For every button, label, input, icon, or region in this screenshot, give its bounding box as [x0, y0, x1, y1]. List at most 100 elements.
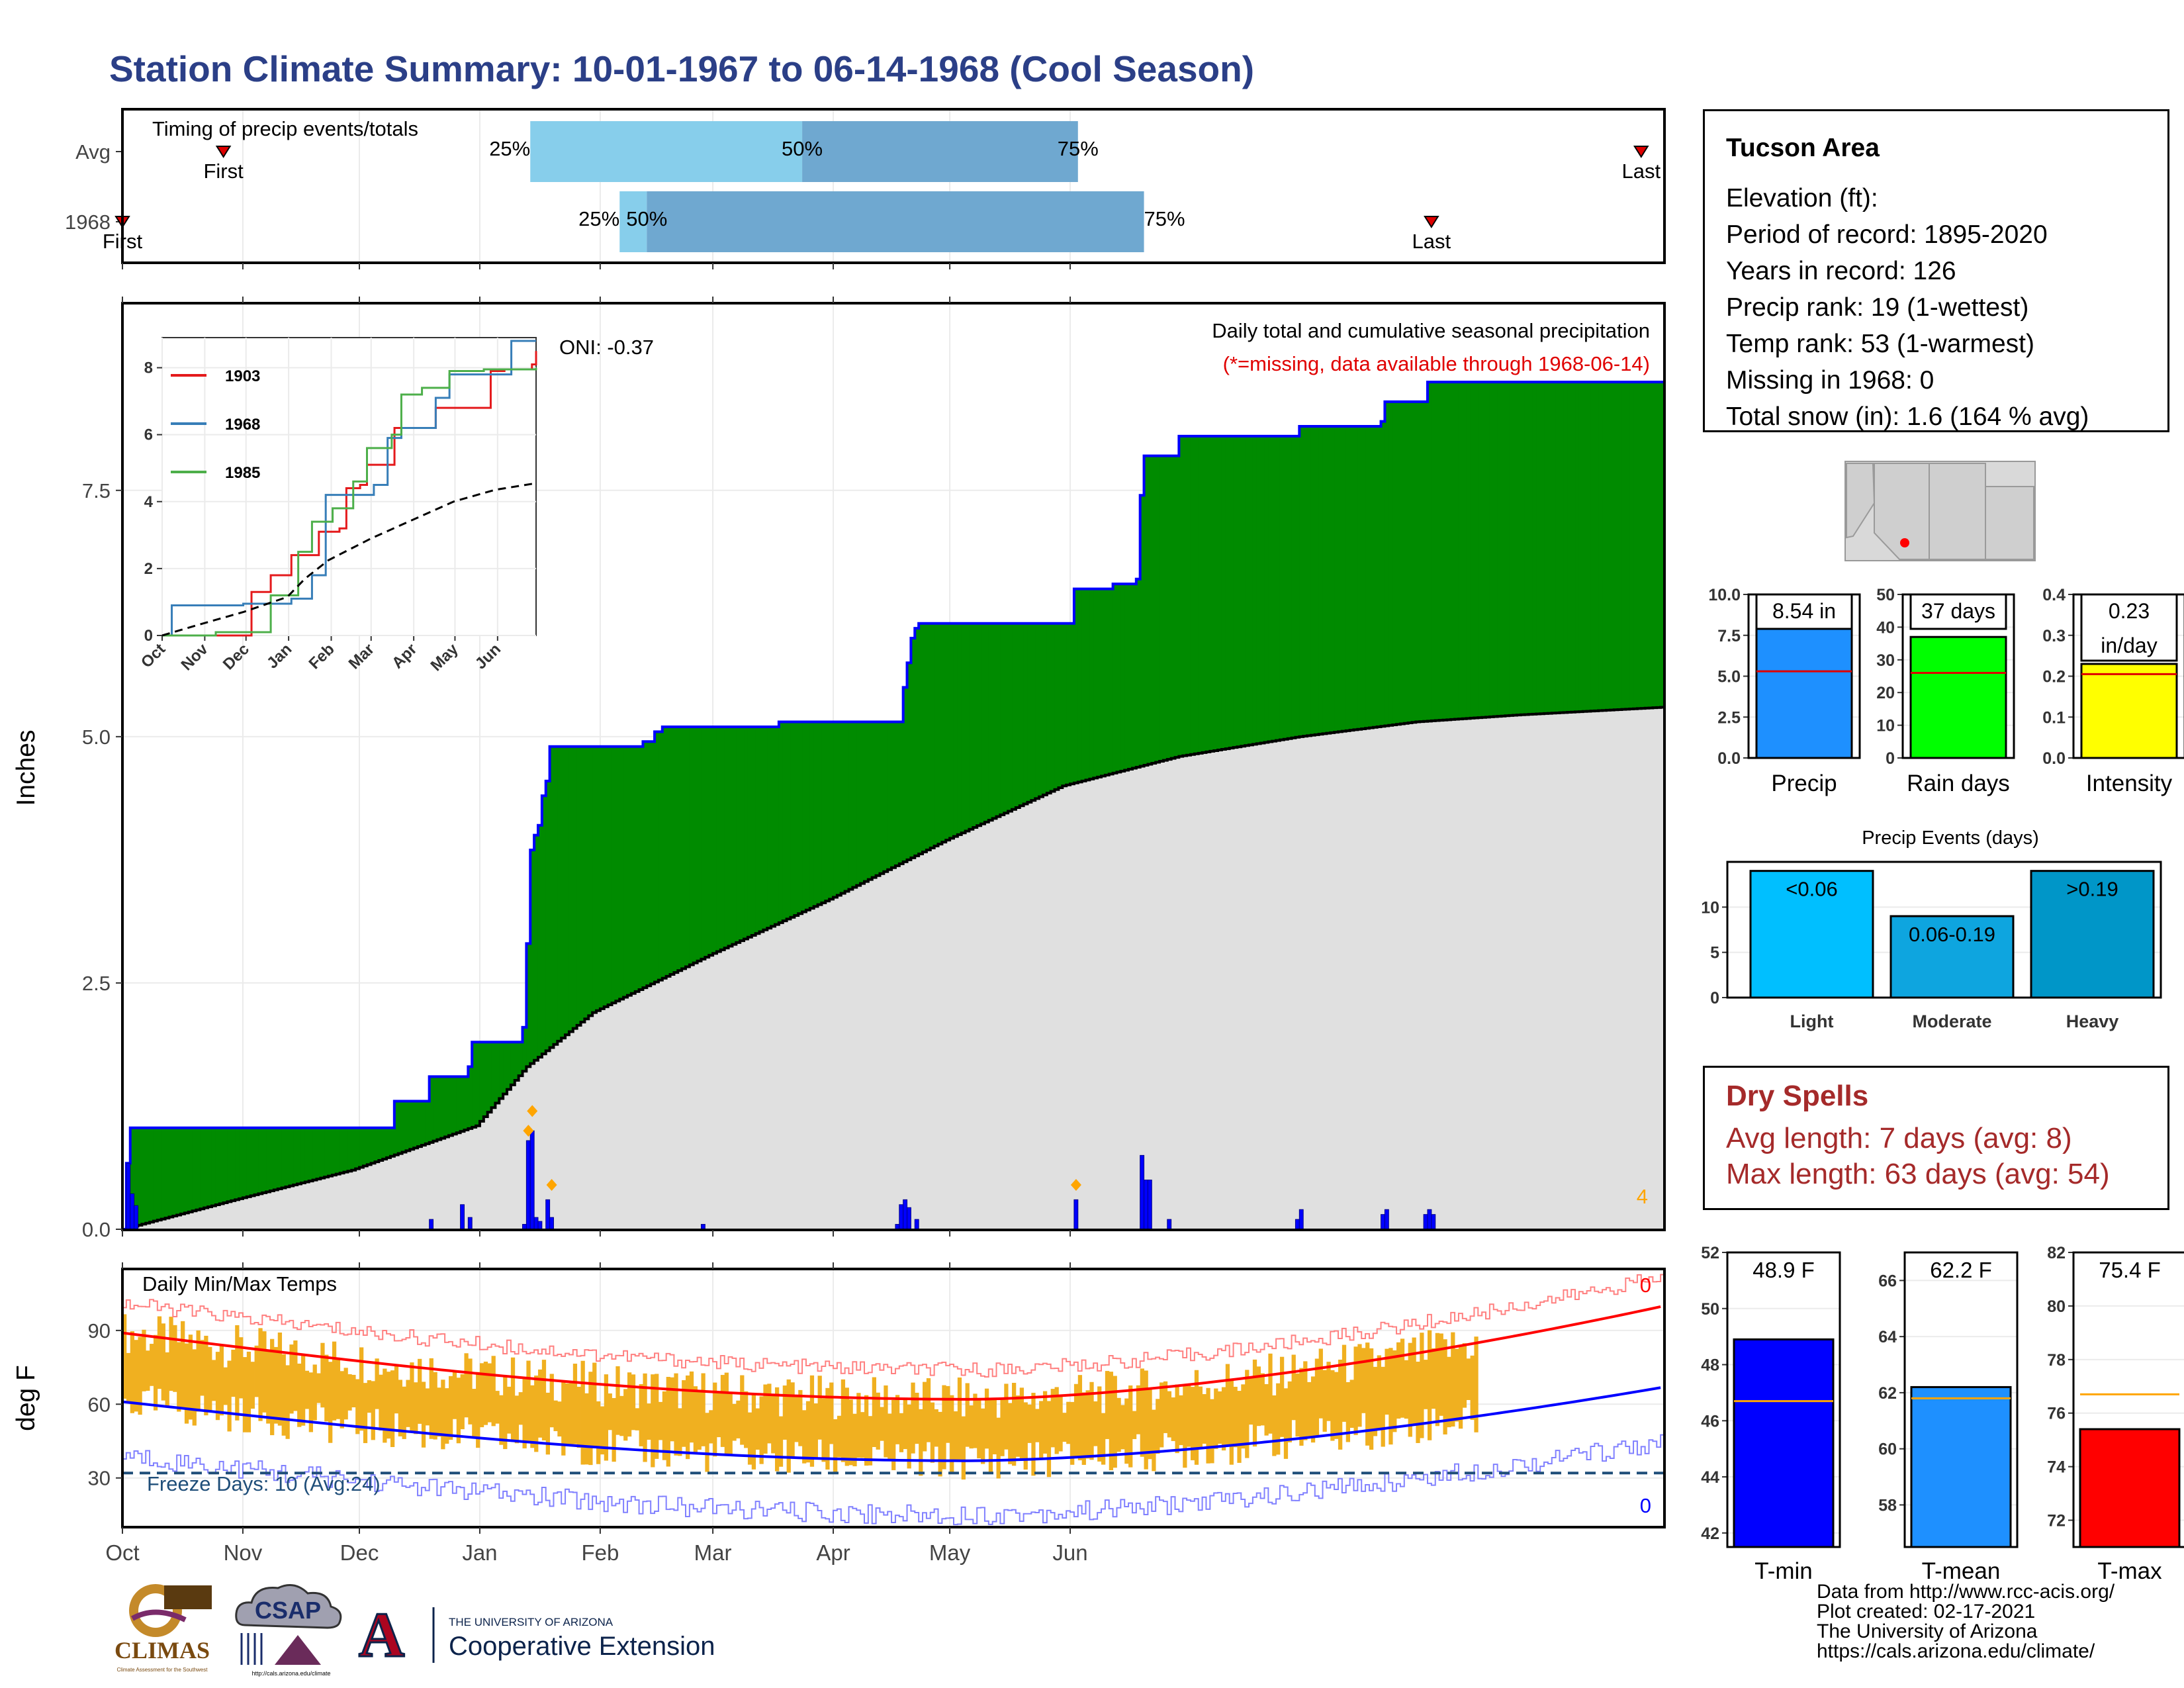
temp-bar-266	[1152, 1409, 1156, 1472]
events-category-1: Moderate	[1912, 1011, 1991, 1031]
temp-bar-6	[142, 1329, 146, 1391]
dry-spells-box: Dry Spells Avg length: 7 days (avg: 8) M…	[1703, 1066, 2169, 1210]
dry-spells-title: Dry Spells	[1726, 1080, 1869, 1112]
precip-diff-13	[169, 1127, 173, 1217]
precip-diff-378	[1586, 382, 1592, 712]
precip-diff-172	[786, 722, 792, 919]
temp-bar-17	[184, 1343, 189, 1424]
precip-diff-35	[254, 1127, 259, 1195]
inset-ytick-label-4: 8	[144, 359, 153, 377]
temp-bar-55	[332, 1341, 337, 1421]
inset-ytick-label-1: 2	[144, 560, 153, 578]
temp-bar-207	[923, 1382, 927, 1452]
precip-diff-220	[973, 623, 978, 828]
temp-bar-264	[1144, 1370, 1148, 1470]
temp-bar-45	[293, 1340, 298, 1411]
temp-bar-177	[805, 1401, 811, 1463]
temp-bar-137	[651, 1374, 655, 1468]
temp-bar-89	[464, 1353, 469, 1418]
precip-plot-area	[122, 381, 1664, 1230]
precip-diff-238	[1042, 623, 1048, 795]
precip-diff-91	[472, 1042, 477, 1127]
precip-diff-370	[1555, 382, 1561, 713]
timing-bar-25-50-0	[530, 121, 803, 182]
precip-diff-296	[1268, 436, 1273, 742]
precip-diff-77	[418, 1101, 422, 1147]
precip-diff-338	[1431, 382, 1436, 721]
precip-diff-382	[1602, 382, 1607, 711]
precip-diff-19	[192, 1127, 197, 1211]
temp-summary-ytick-label-1-3: 64	[1878, 1328, 1897, 1346]
temp-bar-284	[1221, 1387, 1226, 1451]
temp-bar-79	[425, 1388, 430, 1426]
precip-diff-341	[1443, 382, 1447, 720]
precip-diff-184	[833, 722, 838, 898]
temp-bar-148	[693, 1386, 698, 1453]
temp-bar-325	[1381, 1366, 1385, 1447]
temp-summary-ytick-label-0-1: 44	[1701, 1468, 1719, 1487]
temp-bar-211	[938, 1411, 942, 1477]
temp-bar-277	[1194, 1370, 1199, 1465]
precip-diff-24	[211, 1127, 216, 1206]
daily-precip-bar-11	[545, 1199, 551, 1230]
precip-diff-72	[398, 1101, 403, 1154]
daily-precip-bar-23	[1167, 1219, 1172, 1230]
record-low-line	[122, 1434, 1664, 1526]
temp-bar-245	[1070, 1401, 1075, 1465]
temp-bar-11	[161, 1323, 165, 1401]
precip-diff-393	[1645, 382, 1650, 708]
timing-pct75-0: 75%	[1058, 137, 1099, 160]
temp-bar-273	[1179, 1395, 1183, 1446]
precip-diff-329	[1396, 401, 1401, 725]
temp-bar-47	[300, 1354, 306, 1426]
temp-bar-1	[122, 1314, 127, 1399]
dry-spells-max: Max length: 63 days (avg: 54)	[1726, 1158, 2110, 1190]
precip-diff-139	[658, 731, 663, 980]
temp-summary-value-2: 75.4 F	[2099, 1258, 2161, 1282]
precip-diff-120	[584, 746, 589, 1019]
summary-value-box-1	[1909, 593, 2007, 630]
precip-diff-354	[1493, 382, 1498, 717]
precip-diff-63	[363, 1127, 368, 1166]
precip-diff-80	[429, 1076, 434, 1143]
temp-bar-232	[1019, 1387, 1024, 1461]
precip-diff-138	[655, 731, 659, 982]
temp-bar-141	[666, 1377, 670, 1467]
temp-ytick-label-1: 60	[88, 1393, 111, 1416]
precip-diff-298	[1276, 436, 1281, 741]
temp-bar-116	[569, 1383, 574, 1446]
precip-diff-194	[872, 722, 877, 878]
temp-bar-24	[211, 1360, 216, 1401]
temp-bar-139	[658, 1401, 663, 1440]
temp-bar-138	[655, 1374, 659, 1459]
precip-diff-242	[1058, 623, 1063, 788]
precip-diff-178	[809, 722, 815, 909]
events-category-0: Light	[1790, 1011, 1834, 1031]
precip-diff-17	[184, 1127, 189, 1213]
precip-diff-136	[647, 741, 651, 986]
precip-diff-18	[188, 1127, 193, 1212]
temp-bar-85	[448, 1376, 453, 1440]
precip-diff-357	[1505, 382, 1510, 716]
temp-bar-77	[418, 1358, 422, 1424]
temp-bar-172	[786, 1379, 791, 1473]
daily-precip-bar-10	[537, 1221, 543, 1230]
temp-bar-176	[802, 1410, 807, 1464]
precip-diff-198	[887, 722, 892, 870]
precip-diff-188	[848, 722, 853, 890]
daily-precip-bar-12	[549, 1217, 554, 1230]
precip-diff-216	[957, 623, 962, 835]
precip-diff-303	[1295, 436, 1300, 737]
precip-diff-76	[414, 1101, 418, 1149]
precip-diff-306	[1307, 426, 1312, 736]
temp-bar-111	[549, 1374, 554, 1428]
temp-bar-71	[394, 1364, 399, 1414]
timing-row-label-0: Avg	[75, 140, 111, 164]
temp-bar-221	[977, 1399, 981, 1458]
precip-diff-101	[510, 1042, 516, 1085]
temp-bar-51	[316, 1373, 321, 1403]
summary-ytick-label-0-4: 10.0	[1708, 586, 1741, 604]
daily-precip-bar-25	[1298, 1209, 1304, 1230]
temp-bar-12	[165, 1352, 169, 1407]
precip-diff-235	[1031, 623, 1036, 801]
